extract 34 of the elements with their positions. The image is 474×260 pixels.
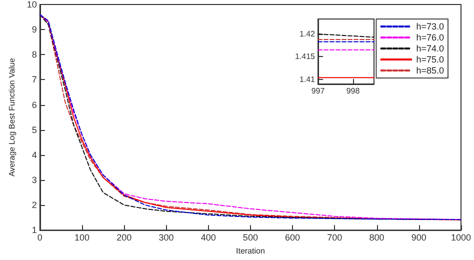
legend-label: h=73.0	[416, 22, 444, 32]
x-tick-label: 700	[327, 232, 342, 243]
legend-label: h=75.0	[416, 54, 444, 64]
x-tick-label: 0	[37, 232, 42, 243]
x-tick-label: 997	[311, 86, 326, 96]
y-tick-label: 3	[32, 174, 37, 185]
x-tick-label: 400	[200, 232, 216, 243]
y-tick-label: 8	[32, 50, 37, 60]
y-tick-label: 1.41	[299, 74, 316, 84]
x-tick-label: 100	[74, 232, 90, 243]
y-tick-label: 7	[32, 74, 37, 85]
y-tick-label: 4	[32, 150, 37, 160]
x-tick-label: 600	[285, 232, 300, 243]
y-tick-label: 6	[32, 100, 37, 110]
legend-label: h=85.0	[416, 66, 444, 76]
y-tick-label: 1.42	[299, 30, 316, 38]
y-tick-label: 1	[32, 225, 37, 236]
y-tick-label: 1.415	[294, 52, 316, 62]
legend-label: h=76.0	[416, 32, 444, 42]
x-tick-label: 998	[346, 86, 360, 96]
x-tick-label: 300	[158, 232, 174, 243]
y-axis-title: Average Log Best Function Value	[8, 58, 16, 177]
legend-label: h=74.0	[416, 44, 444, 54]
y-tick-label: 9	[32, 24, 37, 35]
x-tick-label: 900	[411, 232, 426, 243]
line-series	[39, 14, 462, 220]
x-tick-label: 800	[369, 232, 384, 243]
y-tick-label: 2	[32, 200, 37, 210]
x-tick-label: 500	[242, 232, 258, 243]
x-axis-title: Iteration	[236, 246, 265, 256]
x-tick-label: 200	[116, 232, 132, 243]
x-tick-label: 1000	[450, 232, 472, 243]
y-tick-label: 5	[32, 124, 37, 135]
y-tick-label: 10	[26, 0, 37, 10]
